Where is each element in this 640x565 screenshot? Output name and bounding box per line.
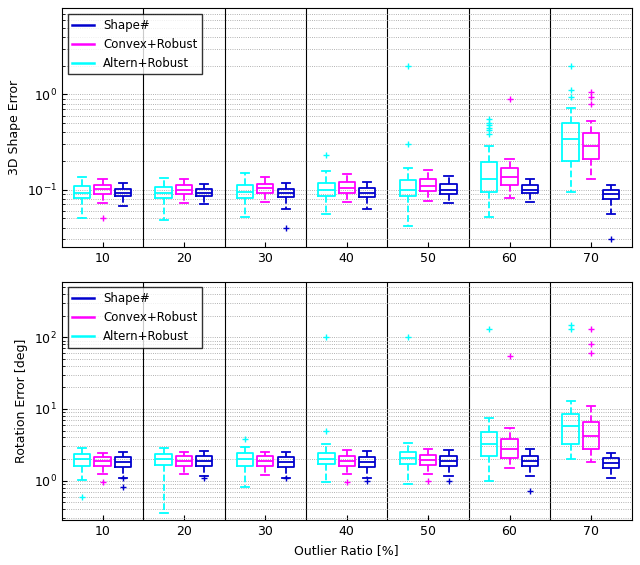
X-axis label: Outlier Ratio [%]: Outlier Ratio [%] [294, 544, 399, 557]
Y-axis label: Rotation Error [deg]: Rotation Error [deg] [15, 338, 28, 463]
Legend: Shape#, Convex+Robust, Altern+Robust: Shape#, Convex+Robust, Altern+Robust [68, 288, 202, 347]
Y-axis label: 3D Shape Error: 3D Shape Error [8, 80, 21, 175]
Legend: Shape#, Convex+Robust, Altern+Robust: Shape#, Convex+Robust, Altern+Robust [68, 14, 202, 75]
